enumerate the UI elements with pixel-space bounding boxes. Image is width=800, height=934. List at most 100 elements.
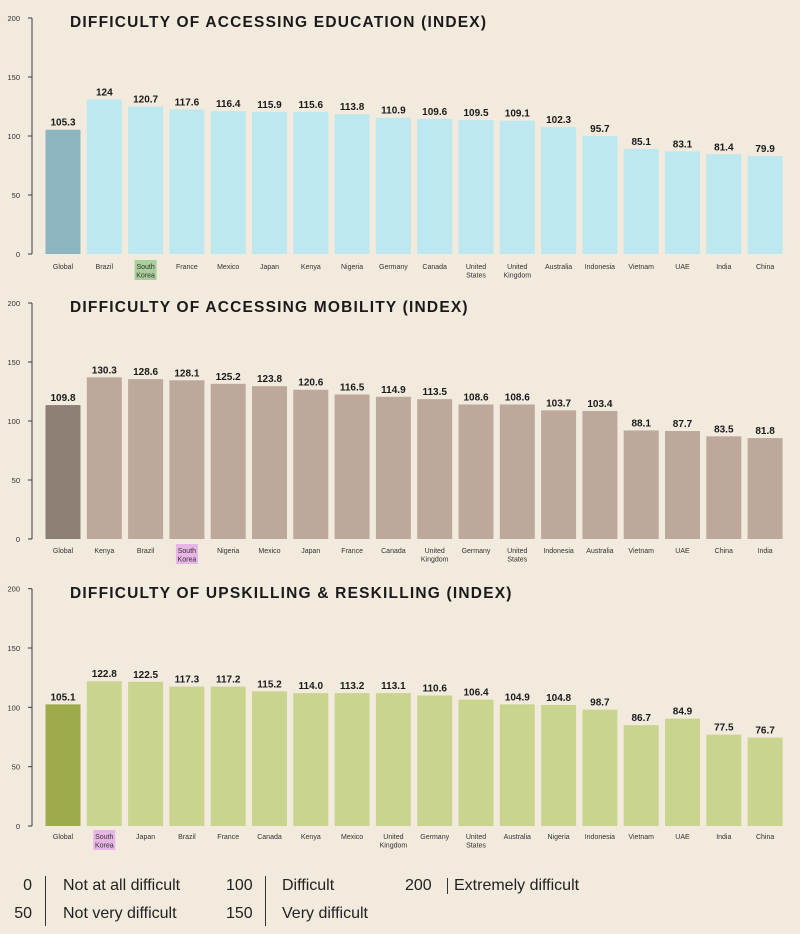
data-label: 105.1 [50, 692, 75, 703]
x-tick-label: Kenya [301, 264, 321, 271]
x-tick-label: Nigeria [548, 834, 570, 841]
bar-canada [375, 396, 411, 539]
chart-title: DIFFICULTY OF ACCESSING MOBILITY (INDEX) [70, 299, 469, 316]
highlight-box [134, 260, 157, 280]
x-tick-label: Vietnam [628, 834, 654, 841]
y-tick-label: 150 [7, 358, 20, 367]
data-label: 84.9 [673, 707, 693, 718]
data-label: 109.5 [463, 108, 488, 119]
bar-canada [417, 118, 453, 254]
x-tick-label: Japan [260, 264, 279, 271]
bar-south-korea [169, 380, 205, 539]
data-label: 113.8 [340, 102, 365, 113]
data-label: 128.1 [174, 368, 199, 379]
x-tick-label: Global [53, 834, 74, 841]
bar-kenya [293, 693, 329, 826]
x-tick-label: UAE [675, 834, 690, 841]
data-label: 114.0 [299, 681, 324, 692]
bar-kenya [293, 111, 329, 254]
legend-divider-1 [45, 876, 46, 926]
bar-china [747, 737, 783, 826]
data-label: 85.1 [631, 137, 651, 148]
x-tick-label: India [758, 548, 773, 555]
bar-united-kingdom [375, 693, 411, 826]
bar-south-korea [128, 106, 164, 254]
data-label: 113.2 [340, 681, 365, 692]
data-label: 106.4 [463, 688, 488, 699]
highlight-box [175, 544, 198, 564]
x-tick-label: Indonesia [543, 548, 573, 555]
x-tick-label: Indonesia [585, 264, 615, 271]
bar-mexico [334, 693, 370, 826]
legend-label-150: Very difficult [282, 905, 368, 922]
difficulty-legend: 0 Not at all difficult 50 Not very diffi… [0, 872, 800, 934]
x-tick-label: Mexico [341, 834, 363, 841]
x-tick-label: Mexico [258, 548, 280, 555]
x-tick-label: South Korea [136, 264, 155, 280]
data-label: 116.5 [340, 382, 365, 393]
x-tick-label: Mexico [217, 264, 239, 271]
bar-china [747, 156, 783, 254]
x-tick-label: Brazil [96, 264, 114, 271]
y-tick-label: 0 [16, 535, 20, 544]
bar-france [210, 686, 246, 826]
data-label: 123.8 [257, 374, 282, 385]
data-label: 104.8 [546, 693, 571, 704]
bar-india [706, 734, 742, 826]
x-tick-label: UAE [675, 264, 690, 271]
x-tick-label: South Korea [178, 548, 197, 564]
data-label: 128.6 [133, 367, 158, 378]
bar-united-states [458, 699, 494, 826]
bar-brazil [86, 99, 122, 254]
data-label: 110.6 [422, 683, 447, 694]
data-label: 117.2 [216, 675, 241, 686]
x-tick-label: Australia [586, 548, 613, 555]
x-tick-label: India [716, 834, 731, 841]
legend-num-50: 50 [14, 905, 32, 922]
y-tick-label: 200 [7, 299, 20, 308]
bar-united-kingdom [417, 399, 453, 539]
bar-nigeria [334, 114, 370, 254]
x-tick-label: Germany [420, 834, 449, 841]
data-label: 114.9 [381, 385, 406, 396]
bar-united-states [458, 120, 494, 254]
data-label: 103.4 [587, 399, 612, 410]
x-tick-label: United States [466, 264, 487, 280]
legend-label-50: Not very difficult [63, 905, 177, 922]
x-tick-label: UAE [675, 548, 690, 555]
data-label: 87.7 [673, 419, 693, 430]
data-label: 86.7 [631, 713, 651, 724]
x-tick-label: Vietnam [628, 264, 654, 271]
x-tick-label: Brazil [137, 548, 155, 555]
bar-japan [252, 111, 287, 254]
bar-china [706, 436, 742, 539]
x-tick-label: United Kingdom [503, 264, 531, 280]
legend-label-100: Difficult [282, 877, 335, 894]
chart-title: DIFFICULTY OF ACCESSING EDUCATION (INDEX… [70, 14, 487, 31]
legend-label-200: Extremely difficult [454, 877, 580, 894]
data-label: 120.7 [133, 95, 158, 106]
bar-vietnam [623, 725, 659, 826]
bar-nigeria [210, 383, 246, 539]
legend-divider-2 [265, 876, 266, 926]
bar-japan [128, 681, 164, 826]
data-label: 110.9 [381, 106, 406, 117]
x-tick-label: China [715, 548, 733, 555]
legend-divider-3 [447, 878, 448, 894]
data-label: 104.9 [505, 692, 530, 703]
bar-nigeria [541, 704, 577, 826]
data-label: 76.7 [755, 726, 775, 737]
x-tick-label: France [176, 264, 198, 271]
y-tick-label: 50 [12, 191, 20, 200]
x-tick-label: United Kingdom [421, 548, 449, 564]
data-label: 113.5 [422, 387, 447, 398]
bar-india [706, 154, 742, 254]
data-label: 77.5 [714, 723, 734, 734]
bar-united-kingdom [499, 120, 535, 254]
data-label: 115.9 [257, 100, 282, 111]
bar-united-states [499, 404, 535, 539]
bar-vietnam [623, 430, 659, 539]
bar-uae [665, 431, 700, 539]
data-label: 109.1 [505, 109, 530, 120]
x-tick-label: Global [53, 264, 74, 271]
